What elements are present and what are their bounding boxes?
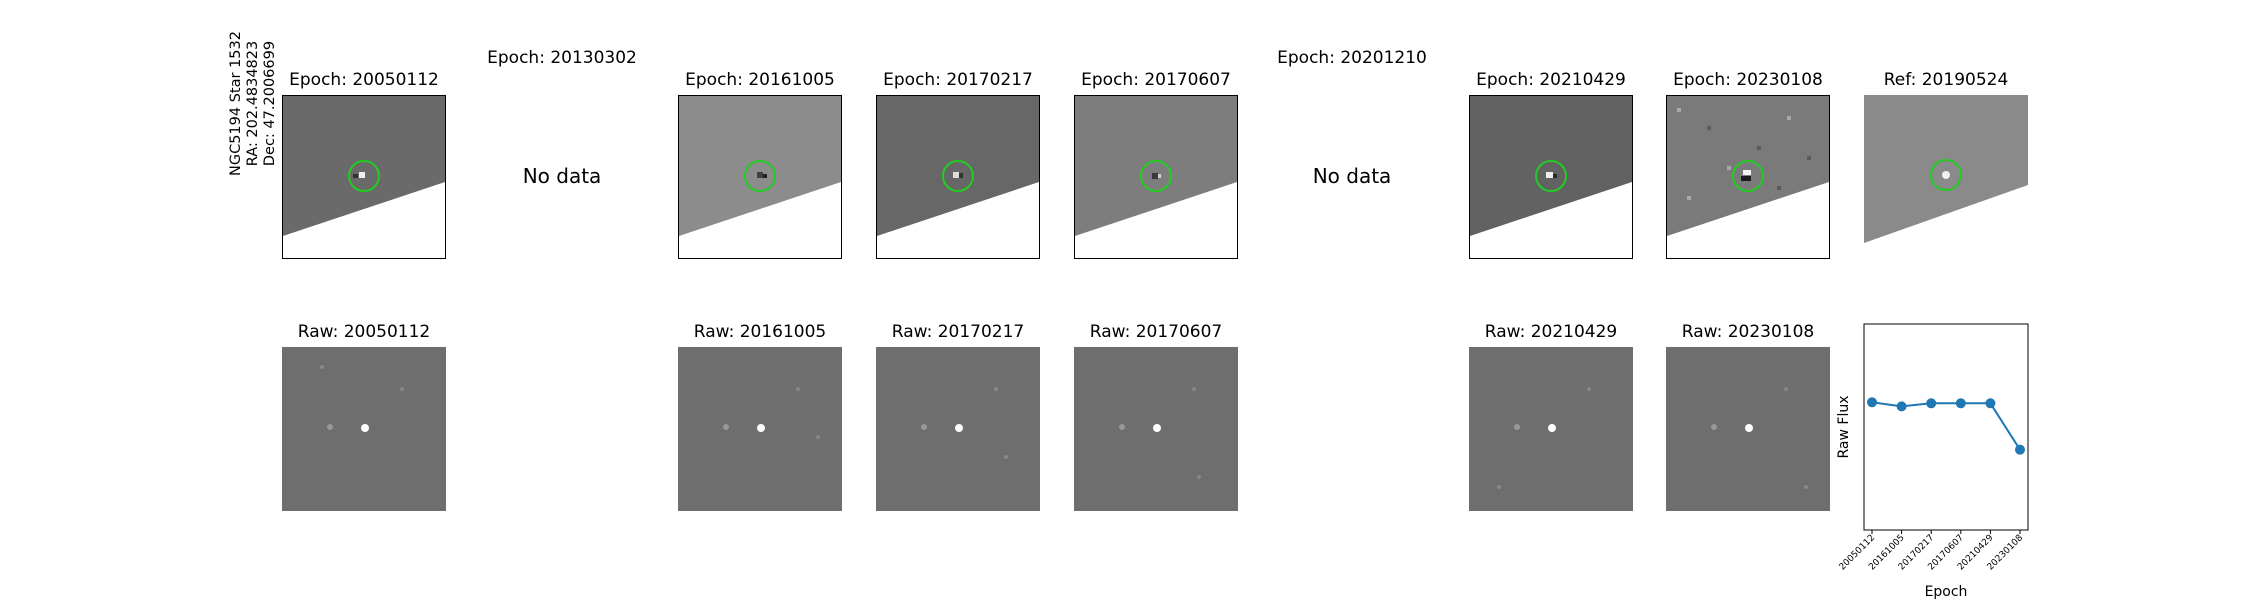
raw-title-20161005: Raw: 20161005 [693,322,827,342]
no-coverage-region [679,182,841,258]
star-ra: RA: 202.4834823 [245,40,261,167]
data-point-20161005 [1896,401,1907,412]
diff-image-20050112 [282,95,446,259]
target-circle [1732,160,1764,192]
data-point-20210429 [1985,398,1996,409]
diff-image-20170217 [876,95,1040,259]
raw-title-20170607: Raw: 20170607 [1089,322,1223,342]
diff-image-20170607 [1074,95,1238,259]
data-point-20230108 [2015,444,2025,455]
top-title-1: Epoch: 20130302 [487,48,637,68]
star-name: NGC5194 Star 1532 [228,31,244,176]
no-coverage-region [877,182,1039,258]
top-title-0: Epoch: 20050112 [289,70,439,90]
target-circle [1140,160,1172,192]
data-point-20170217 [1926,398,1937,409]
raw-title-20230108: Raw: 20230108 [1681,322,1815,342]
no-data-20201210: No data [1312,164,1392,188]
raw-title-20050112: Raw: 20050112 [297,322,431,342]
light-curve-svg: 2005011220161005201702172017060720210429… [1836,323,2029,600]
x-axis-label: Epoch [1925,584,1968,600]
no-coverage-region [283,182,445,258]
top-title-7: Epoch: 20230108 [1673,70,1823,90]
y-axis-label: Raw Flux [1836,396,1852,459]
raw-image-20050112 [282,347,446,511]
top-title-4: Epoch: 20170607 [1081,70,1231,90]
raw-image-20210429 [1469,347,1633,511]
no-data-20130302: No data [522,164,602,188]
no-coverage-region [1864,185,2028,259]
target-circle [942,160,974,192]
no-coverage-region [1470,182,1632,258]
data-point-20170607 [1955,398,1966,409]
top-title-5: Epoch: 20201210 [1277,48,1427,68]
diff-image-20230108 [1666,95,1830,259]
diff-image-20161005 [678,95,842,259]
target-circle [1535,160,1567,192]
raw-image-20230108 [1666,347,1830,511]
raw-title-20210429: Raw: 20210429 [1484,322,1618,342]
target-circle [1930,159,1962,191]
no-coverage-region [1075,182,1237,258]
raw-image-20170217 [876,347,1040,511]
ref-image-20190524 [1864,95,2028,259]
raw-image-20170607 [1074,347,1238,511]
top-title-3: Epoch: 20170217 [883,70,1033,90]
target-circle [744,160,776,192]
top-title-6: Epoch: 20210429 [1476,70,1626,90]
raw-image-20161005 [678,347,842,511]
star-label: NGC5194 Star 1532 RA: 202.4834823 Dec: 4… [228,31,279,176]
light-curve-chart: 20050112 20161005 20170217 20170607 20210429… [1830,320,2050,600]
data-point-20050112 [1867,397,1877,408]
plot-frame [1863,323,2029,531]
no-coverage-region [1667,182,1829,258]
top-title-2: Epoch: 20161005 [685,70,835,90]
raw-flux-series-line [1871,401,2021,451]
diff-image-20210429 [1469,95,1633,259]
raw-title-20170217: Raw: 20170217 [891,322,1025,342]
top-title-8: Ref: 20190524 [1883,70,2009,90]
target-circle [348,160,380,192]
star-dec: Dec: 47.2006699 [262,40,278,167]
